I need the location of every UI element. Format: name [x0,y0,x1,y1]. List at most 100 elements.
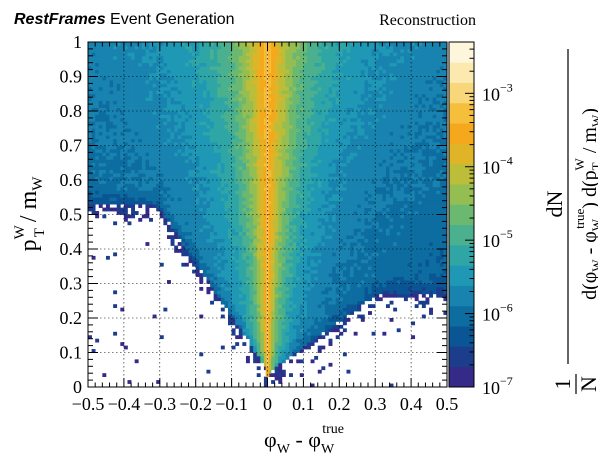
heatmap-cell [339,128,344,133]
heatmap-cell [393,238,398,243]
heatmap-cell [314,262,319,267]
heatmap-cell [206,180,211,184]
heatmap-cell [436,183,441,188]
heatmap-cell [174,214,179,219]
heatmap-cell [163,166,168,170]
heatmap-cell [443,128,448,133]
heatmap-cell [228,217,232,222]
heatmap-cell [159,128,164,133]
heatmap-cell [228,238,232,243]
heatmap-cell [220,249,225,253]
heatmap-cell [306,135,311,139]
heatmap-cell [127,128,132,133]
heatmap-cell [364,145,369,150]
heatmap-cell [335,238,340,243]
heatmap-cell [238,131,243,136]
heatmap-cell [443,255,448,260]
heatmap-cell [156,121,161,126]
heatmap-cell [131,152,136,157]
heatmap-cell [253,255,258,260]
heatmap-cell [228,124,232,129]
heatmap-cell [184,231,189,236]
heatmap-cell [371,204,376,208]
heatmap-cell [368,138,372,143]
heatmap-cell [120,173,125,177]
heatmap-cell [245,262,250,267]
heatmap-cell [242,214,247,219]
heatmap-cell [371,217,376,222]
heatmap-cell [335,228,340,233]
heatmap-cell [131,200,136,205]
heatmap-cell [310,242,315,246]
heatmap-cell [310,211,315,215]
heatmap-cell [274,266,279,271]
heatmap-cell [217,204,222,208]
heatmap-cell [421,235,426,239]
heatmap-cell [184,262,189,267]
heatmap-cell [238,128,243,133]
heatmap-cell [260,349,265,353]
heatmap-cell [271,190,276,195]
heatmap-cell [281,148,286,153]
heatmap-cell [152,148,157,153]
heatmap-cell [249,276,254,281]
heatmap-cell [332,321,337,326]
heatmap-cell [289,176,293,181]
heatmap-cell [159,214,164,219]
heatmap-cell [382,169,387,174]
heatmap-cell [350,190,355,195]
heatmap-cell [393,186,398,191]
heatmap-cell [163,197,168,202]
heatmap-cell [210,131,214,136]
heatmap-cell [425,138,430,143]
heatmap-cell [443,124,448,129]
heatmap-cell [256,204,261,208]
heatmap-cell [249,169,254,174]
heatmap-cell [256,135,261,139]
heatmap-cell [292,314,297,319]
heatmap-cell [123,155,128,160]
heatmap-cell [271,186,276,191]
heatmap-cell [267,293,272,298]
heatmap-cell [184,138,189,143]
heatmap-cell [267,286,272,291]
heatmap-cell [364,283,369,288]
heatmap-cell [299,293,304,298]
heatmap-cell [436,197,441,202]
heatmap-cell [199,200,204,205]
heatmap-cell [375,152,380,157]
heatmap-cell [382,231,387,236]
heatmap-cell [324,228,329,233]
heatmap-cell [210,200,214,205]
heatmap-cell [436,217,441,222]
heatmap-cell [425,186,430,191]
heatmap-cell [407,176,412,181]
heatmap-cell [98,128,103,133]
heatmap-cell [131,186,136,191]
heatmap-cell [123,193,128,198]
heatmap-cell [109,121,114,126]
heatmap-cell [95,138,100,143]
heatmap-cell [91,162,96,167]
heatmap-cell [181,207,186,212]
heatmap-cell [220,255,225,260]
heatmap-cell [335,231,340,236]
heatmap-cell [242,266,247,271]
heatmap-cell [235,249,240,253]
heatmap-cell [271,221,276,226]
heatmap-cell [357,183,362,188]
heatmap-cell [238,328,243,333]
heatmap-cell [274,300,279,305]
heatmap-cell [123,180,128,184]
heatmap-cell [271,180,276,184]
heatmap-cell [281,166,286,170]
heatmap-cell [443,204,448,208]
heatmap-cell [224,242,229,246]
heatmap-cell [292,155,297,160]
heatmap-cell [432,145,437,150]
heatmap-cell [281,142,286,146]
heatmap-cell [382,207,387,212]
heatmap-cell [206,221,211,226]
heatmap-cell [306,283,311,288]
